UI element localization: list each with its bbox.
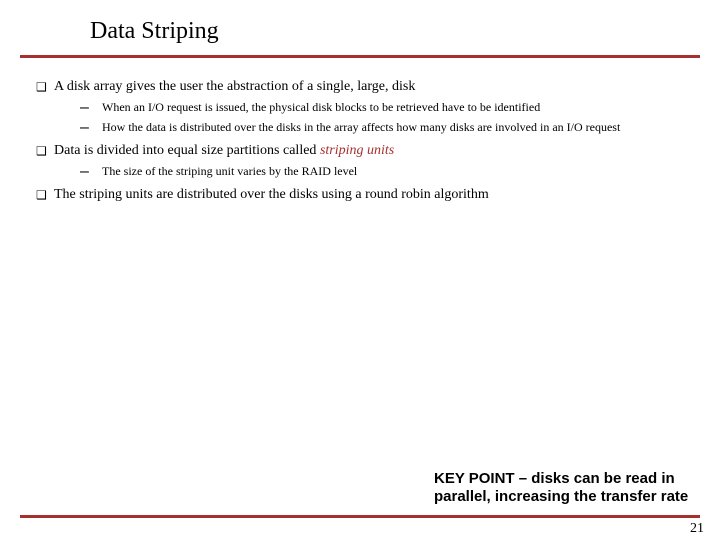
bullet-1-2: – How the data is distributed over the d… [80, 120, 700, 136]
bullet-1: ❑ A disk array gives the user the abstra… [36, 78, 700, 96]
bullet-2-1: – The size of the striping unit varies b… [80, 164, 700, 180]
square-bullet-icon: ❑ [36, 142, 54, 160]
content-area: ❑ A disk array gives the user the abstra… [0, 58, 720, 204]
square-bullet-icon: ❑ [36, 186, 54, 204]
dash-bullet-icon: – [80, 164, 102, 180]
bullet-1-2-text: How the data is distributed over the dis… [102, 120, 620, 136]
square-bullet-icon: ❑ [36, 78, 54, 96]
bullet-2-text: Data is divided into equal size partitio… [54, 142, 394, 160]
dash-bullet-icon: – [80, 100, 102, 116]
key-point: KEY POINT – disks can be read in paralle… [434, 470, 694, 506]
bullet-2: ❑ Data is divided into equal size partit… [36, 142, 700, 160]
bullet-3-text: The striping units are distributed over … [54, 186, 489, 204]
bullet-1-text: A disk array gives the user the abstract… [54, 78, 415, 96]
title-area: Data Striping [0, 0, 720, 51]
slide-title: Data Striping [90, 18, 720, 45]
slide: Data Striping ❑ A disk array gives the u… [0, 0, 720, 540]
page-number: 21 [690, 521, 704, 537]
bullet-1-1: – When an I/O request is issued, the phy… [80, 100, 700, 116]
bullet-1-1-text: When an I/O request is issued, the physi… [102, 100, 540, 116]
bottom-rule [20, 515, 700, 518]
bullet-2-1-text: The size of the striping unit varies by … [102, 164, 357, 180]
bullet-2-em: striping units [320, 143, 394, 158]
bullet-2-pre: Data is divided into equal size partitio… [54, 143, 320, 158]
bullet-3: ❑ The striping units are distributed ove… [36, 186, 700, 204]
dash-bullet-icon: – [80, 120, 102, 136]
